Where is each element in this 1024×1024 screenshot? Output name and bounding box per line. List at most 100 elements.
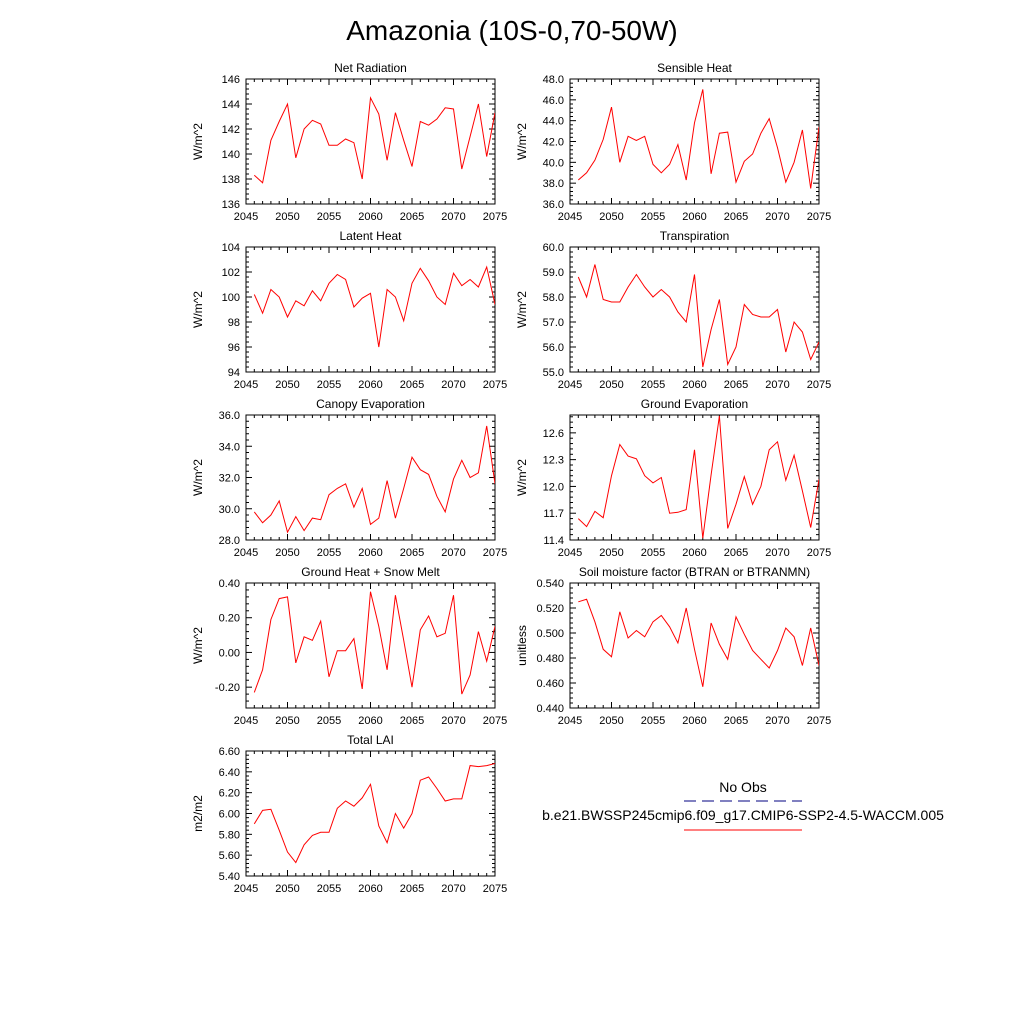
y-tick-label: 36.0	[219, 410, 240, 422]
x-tick-label: 2060	[358, 883, 382, 895]
series-line	[578, 598, 819, 687]
x-tick-label: 2070	[765, 379, 789, 391]
x-tick-label: 2065	[724, 211, 748, 223]
y-tick-label: 12.0	[543, 481, 564, 493]
y-tick-label: 36.0	[543, 199, 564, 211]
y-tick-label: 46.0	[543, 95, 564, 107]
y-tick-label: 38.0	[543, 178, 564, 190]
x-tick-label: 2050	[599, 547, 623, 559]
x-tick-label: 2060	[358, 715, 382, 727]
y-axis-label: W/m^2	[191, 459, 205, 496]
series-line	[577, 264, 819, 368]
x-tick-label: 2060	[682, 379, 706, 391]
x-tick-label: 2050	[275, 211, 299, 223]
x-tick-label: 2065	[400, 211, 424, 223]
y-tick-label: 104	[222, 242, 240, 254]
series-line	[253, 96, 495, 184]
y-tick-label: -0.20	[215, 682, 240, 694]
y-tick-label: 138	[222, 174, 240, 186]
x-tick-label: 2045	[558, 211, 582, 223]
x-tick-label: 2065	[724, 379, 748, 391]
y-tick-label: 102	[222, 267, 240, 279]
panel-4: Transpiration W/m^2 2045 2050 2055 2060 2065 20…	[515, 229, 831, 391]
x-tick-label: 2050	[275, 715, 299, 727]
y-axis-label: m2/m2	[191, 795, 205, 832]
x-tick-label: 2060	[682, 547, 706, 559]
panel-6: Ground Evaporation W/m^2 2045 2050 2055 2060 2…	[515, 397, 831, 559]
y-tick-label: 142	[222, 124, 240, 136]
panel-title: Ground Heat + Snow Melt	[301, 565, 440, 579]
x-tick-label: 2075	[483, 211, 507, 223]
x-tick-label: 2055	[641, 715, 665, 727]
x-tick-label: 2055	[317, 547, 341, 559]
y-tick-label: 44.0	[543, 116, 564, 128]
y-tick-label: 146	[222, 74, 240, 86]
x-tick-label: 2045	[558, 379, 582, 391]
x-tick-label: 2050	[599, 715, 623, 727]
x-tick-label: 2055	[317, 211, 341, 223]
x-tick-label: 2070	[441, 547, 465, 559]
x-tick-label: 2075	[807, 715, 831, 727]
panel-title: Soil moisture factor (BTRAN or BTRANMN)	[579, 565, 810, 579]
panel-title: Net Radiation	[334, 61, 407, 75]
panel-3: Latent Heat W/m^2 2045 2050 2055 2060 2065 2070…	[191, 229, 507, 391]
x-tick-label: 2050	[275, 379, 299, 391]
y-tick-label: 11.4	[543, 535, 564, 547]
x-tick-label: 2070	[765, 547, 789, 559]
x-tick-label: 2070	[765, 715, 789, 727]
panel-title: Sensible Heat	[657, 61, 732, 75]
x-tick-label: 2050	[599, 211, 623, 223]
y-tick-label: 0.00	[219, 647, 240, 659]
x-tick-label: 2065	[400, 379, 424, 391]
y-tick-label: 94	[228, 367, 240, 379]
x-tick-label: 2065	[724, 715, 748, 727]
legend: No Obs b.e21.BWSSP245cmip6.f09_g17.CMIP6…	[542, 779, 944, 831]
x-tick-label: 2075	[483, 715, 507, 727]
panel-title: Total LAI	[347, 733, 394, 747]
panel-2: Sensible Heat W/m^2 2045 2050 2055 2060 2065 20…	[515, 61, 831, 223]
x-tick-label: 2075	[483, 547, 507, 559]
y-tick-label: 6.20	[219, 788, 240, 800]
y-tick-label: 58.0	[543, 292, 564, 304]
panel-title: Latent Heat	[339, 229, 402, 243]
panel-9: Total LAI m2/m2 2045 2050 2055 2060 2065 2070 20…	[191, 733, 507, 895]
series-line	[253, 265, 495, 348]
y-axis-label: W/m^2	[515, 291, 529, 328]
y-tick-label: 100	[222, 292, 240, 304]
y-tick-label: 0.480	[536, 653, 564, 665]
x-tick-label: 2075	[807, 211, 831, 223]
y-tick-label: 0.40	[219, 578, 240, 590]
x-tick-label: 2065	[724, 547, 748, 559]
y-axis-label: W/m^2	[191, 123, 205, 160]
figure-title: Amazonia (10S-0,70-50W)	[346, 15, 677, 46]
y-tick-label: 144	[222, 99, 240, 111]
legend-label-obs: No Obs	[719, 779, 766, 795]
x-tick-label: 2060	[682, 211, 706, 223]
y-tick-label: 0.440	[536, 703, 564, 715]
y-tick-label: 59.0	[543, 267, 564, 279]
y-tick-label: 57.0	[543, 317, 564, 329]
panel-7: Ground Heat + Snow Melt W/m^2 2045 2050 2055…	[191, 565, 507, 727]
x-tick-label: 2065	[400, 883, 424, 895]
x-tick-label: 2060	[682, 715, 706, 727]
x-tick-label: 2045	[234, 211, 258, 223]
x-tick-label: 2075	[807, 379, 831, 391]
x-tick-label: 2070	[441, 883, 465, 895]
panel-title: Ground Evaporation	[641, 397, 748, 411]
y-tick-label: 5.40	[219, 871, 240, 883]
x-tick-label: 2050	[599, 379, 623, 391]
x-tick-label: 2050	[275, 883, 299, 895]
x-tick-label: 2070	[765, 211, 789, 223]
y-tick-label: 32.0	[219, 473, 240, 485]
x-tick-label: 2055	[641, 547, 665, 559]
y-axis-label: W/m^2	[515, 459, 529, 496]
series-line	[253, 763, 495, 864]
y-tick-label: 0.540	[536, 578, 564, 590]
x-tick-label: 2060	[358, 211, 382, 223]
y-axis-label: W/m^2	[191, 627, 205, 664]
x-tick-label: 2045	[234, 379, 258, 391]
y-tick-label: 140	[222, 149, 240, 161]
x-tick-label: 2045	[234, 883, 258, 895]
